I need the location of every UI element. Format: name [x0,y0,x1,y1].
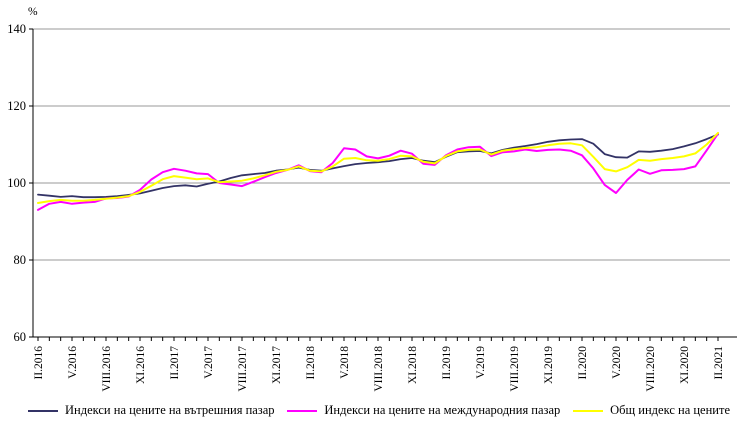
legend-item-overall: Общ индекс на цените [573,403,730,418]
x-tick-label: XI.2019 [543,346,555,384]
series-line-2 [37,131,719,204]
legend-item-domestic: Индекси на цените на вътрешния пазар [28,403,275,418]
series-line-1 [37,132,719,211]
x-tick-label: VIII.2020 [645,346,657,392]
x-tick-label: VIII.2017 [237,346,249,392]
chart-plot-area: 60 80 100 120 140% II.2016 V.2016 VIII.2016 XI.2… [7,6,737,392]
y-axis-unit-label: % [28,6,38,18]
x-tick-label: XI.2016 [135,346,147,384]
legend-label-domestic: Индекси на цените на вътрешния пазар [65,403,275,417]
legend-line-international-icon [287,409,318,412]
chart-legend: Индекси на цените на вътрешния пазар Инд… [0,403,740,418]
y-tick-label-80: 80 [14,253,27,267]
series-line-0 [37,133,719,199]
x-tick-label: V.2019 [475,346,487,379]
legend-line-domestic-icon [28,409,58,412]
x-tick-label: V.2016 [67,346,79,379]
x-tick-label: V.2020 [611,346,623,379]
legend-line-overall-icon [573,409,604,412]
x-tick-label: XI.2020 [679,346,691,384]
y-tick-label-140: 140 [7,22,26,36]
x-tick-label: II.2017 [169,346,181,380]
x-tick-label: XI.2017 [271,346,283,384]
x-tick-label: VIII.2016 [101,346,113,392]
y-tick-label-60: 60 [14,330,27,344]
x-tick-label: V.2018 [339,346,351,379]
x-tick-label: II.2021 [713,346,725,380]
legend-label-overall: Общ индекс на цените [610,403,730,417]
x-tick-label: II.2020 [577,346,589,380]
legend-item-international: Индекси на цените на международния пазар [287,403,560,418]
x-tick-label: II.2019 [441,346,453,380]
x-tick-label: VIII.2019 [509,346,521,392]
x-tick-label: VIII.2018 [373,346,385,392]
legend-label-international: Индекси на цените на международния пазар [324,403,561,417]
y-tick-label-120: 120 [7,99,26,113]
y-tick-label-100: 100 [7,176,26,190]
x-tick-label: II.2016 [33,346,45,380]
x-tick-label: II.2018 [305,346,317,380]
x-tick-label: XI.2018 [407,346,419,384]
x-tick-label: V.2017 [203,346,215,379]
